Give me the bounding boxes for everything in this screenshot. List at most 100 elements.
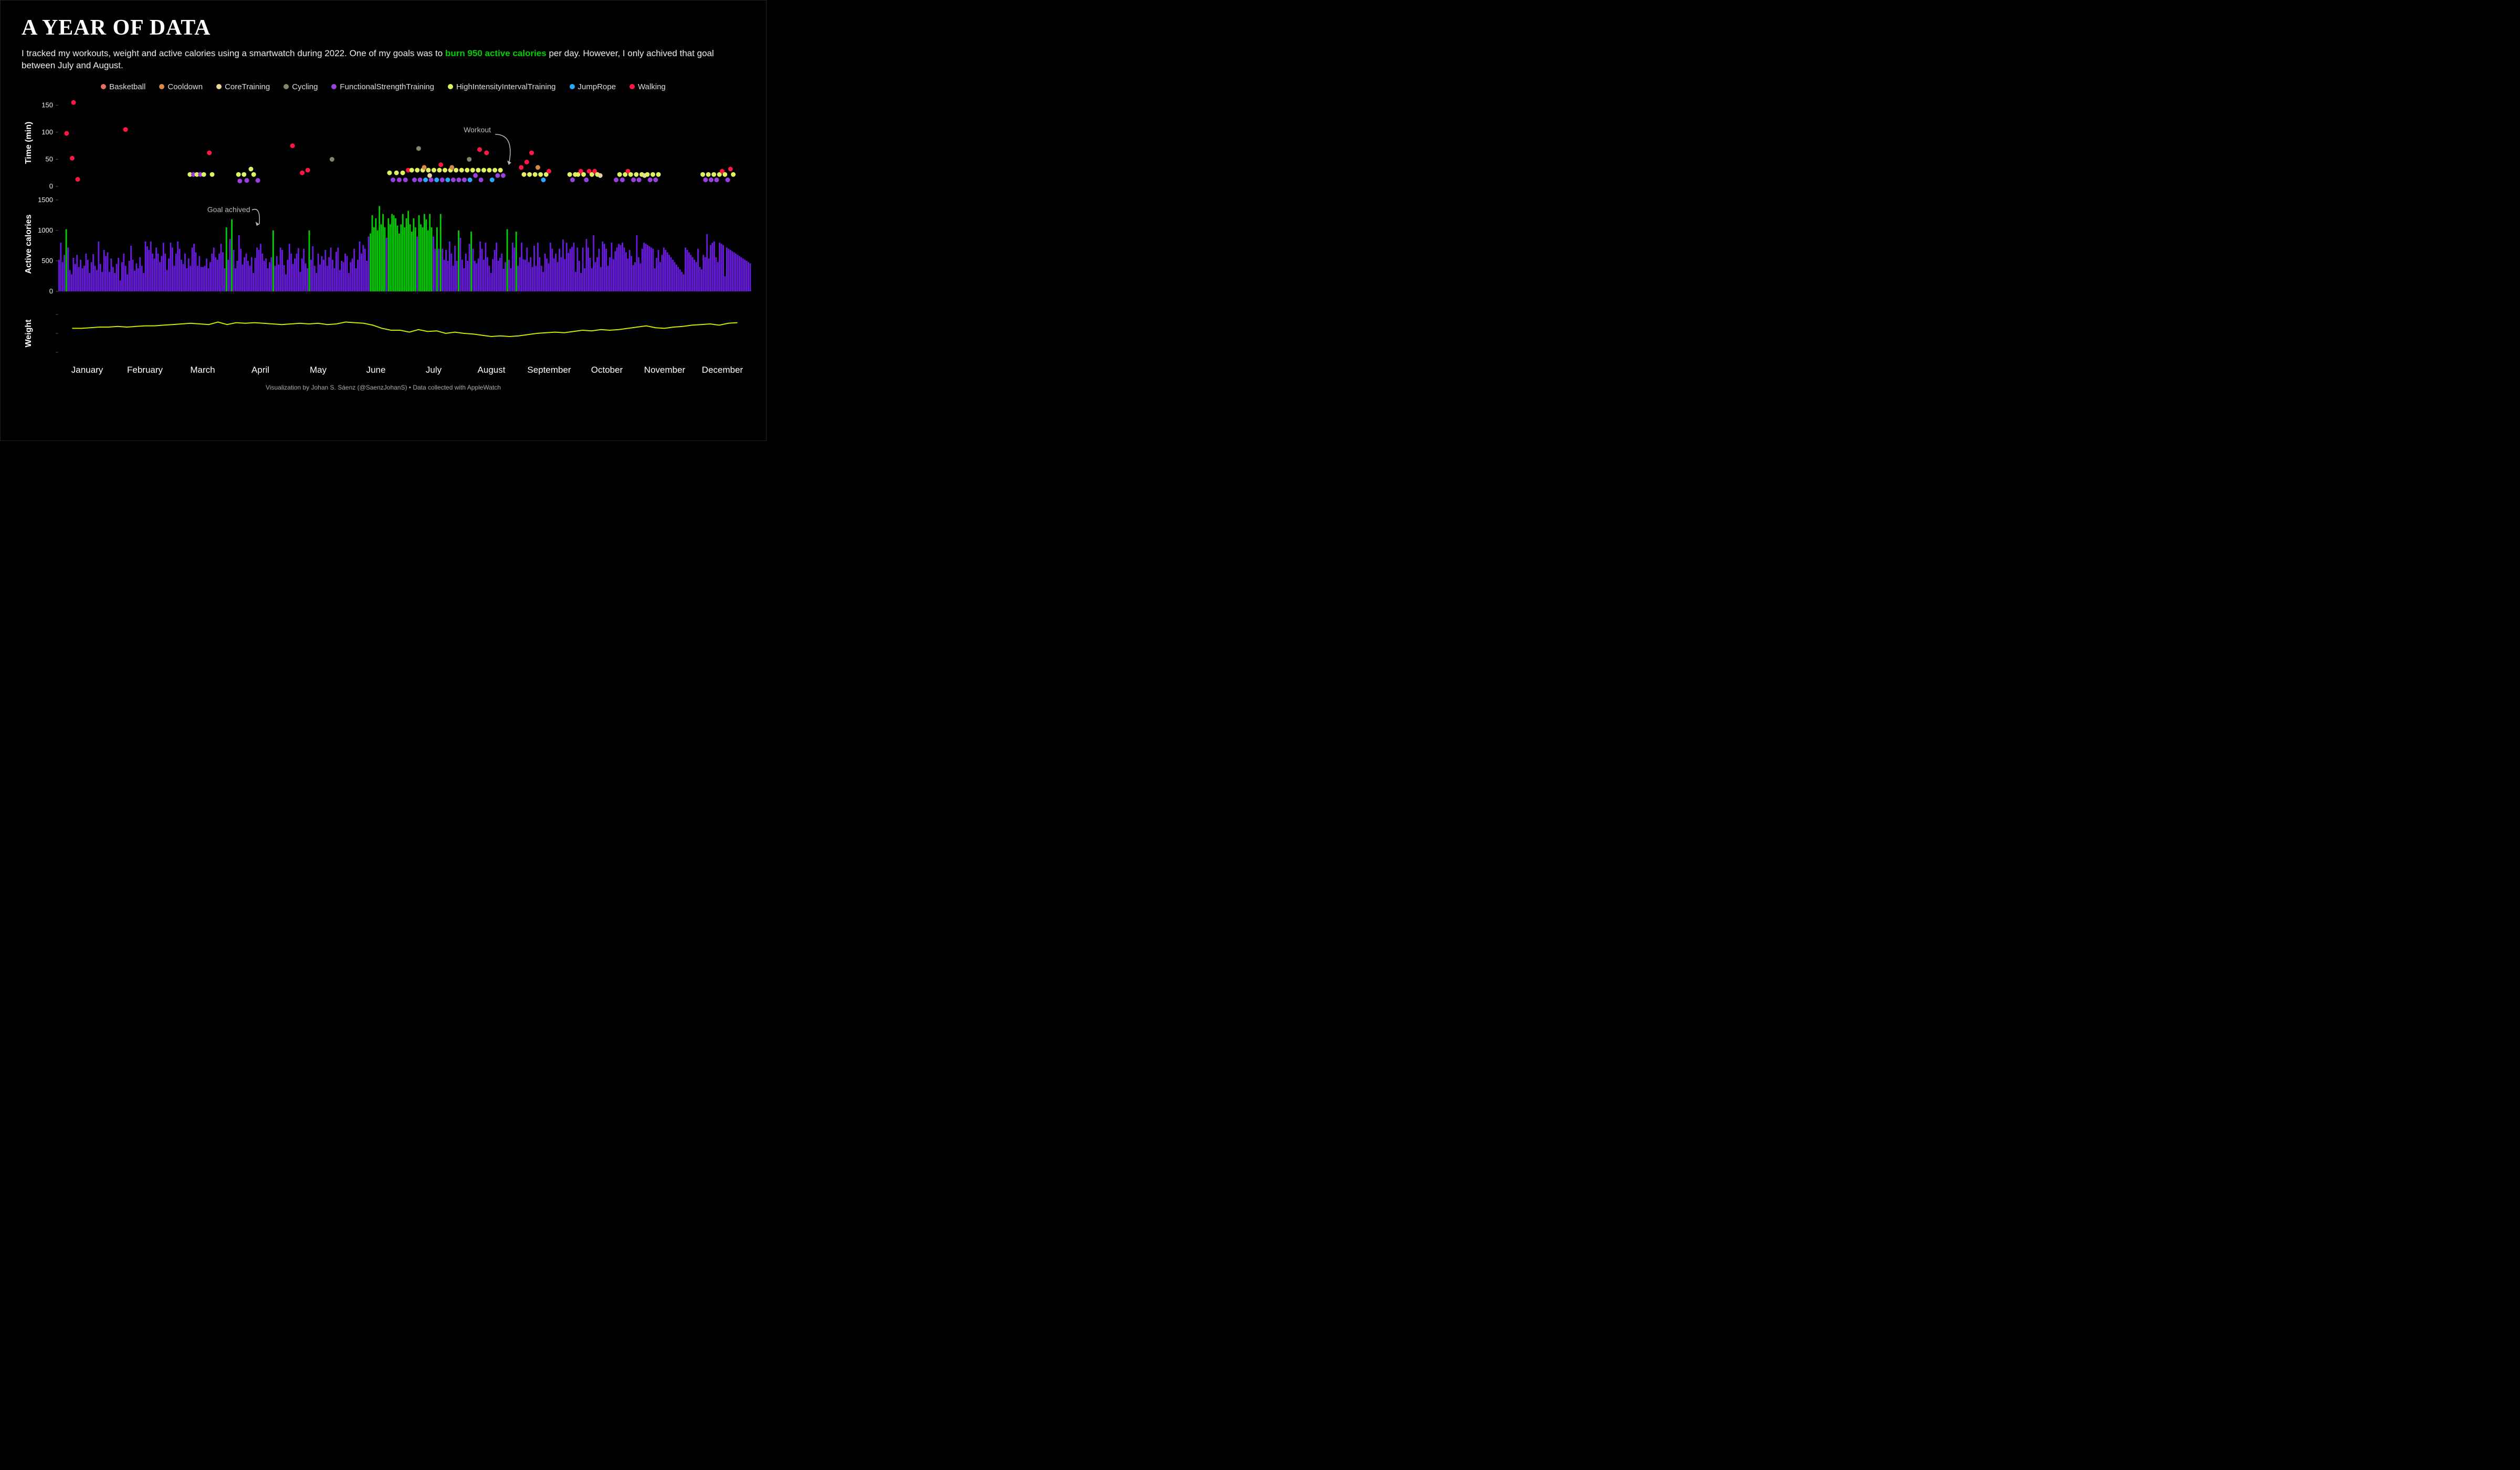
workout-point [416,146,421,151]
calorie-bar [595,262,596,291]
workout-point [437,167,442,172]
workout-point [423,177,428,182]
calorie-bar [613,259,614,291]
calorie-bar [292,264,294,291]
calorie-bar [697,249,699,291]
calorie-bar [521,243,522,291]
calorie-bar [499,258,501,291]
calorie-bar [217,259,218,291]
calorie-bar [730,250,731,291]
calorie-bar [96,270,98,291]
calorie-bar [676,265,677,291]
calorie-bar [633,265,634,291]
calorie-bar [82,268,83,291]
calorie-bar [645,244,647,291]
workout-point [711,172,716,177]
calorie-bar [141,266,143,291]
calorie-bar [62,262,64,291]
calorie-bar [161,256,162,291]
workout-point [71,100,76,105]
workout-point [656,172,661,177]
workout-point [467,157,471,162]
workout-point [715,177,719,182]
calorie-bar [166,270,168,291]
workout-point [391,177,395,182]
calorie-bar [650,247,652,291]
calorie-bar [375,218,376,291]
weight-line [72,322,737,337]
calorie-bar [454,246,456,291]
calorie-bar [701,269,702,291]
calorie-bar [605,249,607,291]
calorie-bar [406,218,407,291]
workout-point [242,172,246,177]
calorie-bar [391,214,393,291]
calorie-bar [728,249,729,291]
calorie-bar [58,259,60,291]
calorie-bar [253,273,254,291]
workout-point [470,167,475,172]
svg-text:0: 0 [49,287,53,295]
panel-calories: Active calories 050010001500Goal achived [58,197,734,291]
workout-point [631,177,636,182]
workout-point [207,150,212,155]
calorie-bar [469,244,470,291]
workout-point [722,172,727,177]
svg-text:50: 50 [46,155,53,163]
calorie-bar [327,266,328,291]
calorie-bar [120,280,121,291]
calorie-bar [337,247,339,291]
workout-point [410,167,414,172]
svg-text:1500: 1500 [38,196,53,204]
calorie-bar [215,257,216,291]
calorie-bar [78,267,80,291]
calorie-bar [255,258,256,291]
calorie-bar [272,230,274,291]
calorie-bar [568,253,569,291]
calorie-bar [589,258,591,291]
calorie-bar [296,254,298,291]
calorie-bar [224,268,225,291]
calorie-bar [290,254,292,291]
calorie-bar [683,274,685,291]
calorie-bar [229,239,231,291]
calorie-bar [135,263,137,291]
calorie-bar [706,234,708,291]
month-label: April [251,365,269,375]
workout-point [487,167,492,172]
calorie-bar [570,249,571,291]
calorie-bar [240,249,242,291]
calorie-bar [404,227,405,291]
calorie-bar [429,214,430,291]
workout-point [495,173,500,178]
calorie-bar [410,224,411,291]
calorie-bar [652,249,654,291]
calorie-bar [328,257,330,291]
calorie-bar [411,232,413,291]
calorie-bar [110,258,112,291]
calorie-bar [116,264,118,291]
calorie-bar [562,239,564,291]
calorie-bar [685,247,686,291]
calorie-bar [246,254,247,291]
legend: BasketballCooldownCoreTrainingCyclingFun… [22,82,745,91]
workout-point [412,177,417,182]
workout-point [700,172,705,177]
workout-point [210,172,215,177]
calorie-bar [508,259,510,291]
calorie-bar [386,238,387,291]
calorie-bar [731,251,733,291]
workout-point [637,177,642,182]
calorie-bar [146,246,148,291]
credit: Visualization by Johan S. Sáenz (@SaenzJ… [22,384,745,391]
calorie-bar [284,265,285,291]
workout-point [541,177,546,182]
calorie-bar [544,254,546,291]
calorie-bar [416,236,418,291]
calorie-bar [614,251,616,291]
calorie-bar [717,262,719,291]
calorie-bar [334,268,335,291]
workout-point [477,147,482,152]
calorie-bar [69,270,71,291]
workout-point [445,177,450,182]
